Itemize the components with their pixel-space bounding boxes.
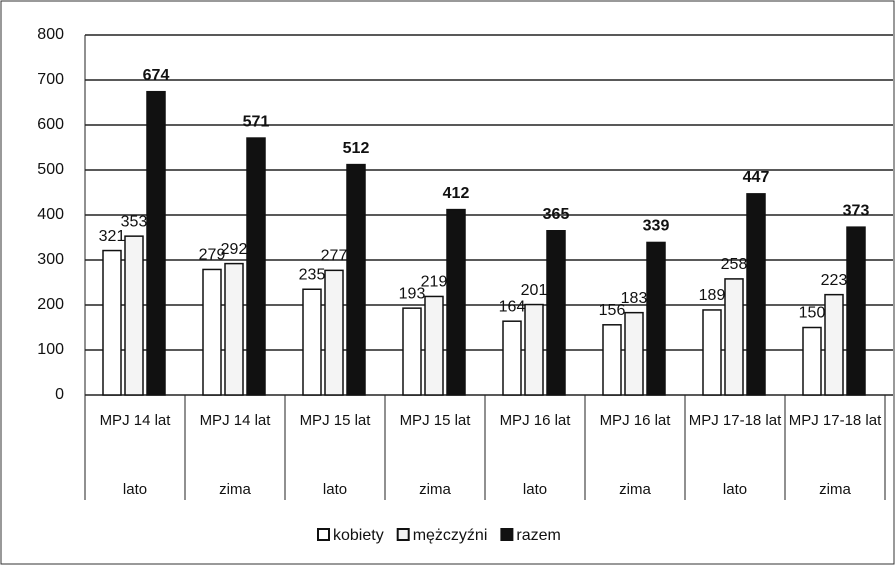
data-label: 279 — [199, 247, 226, 264]
x-tick-label: MPJ 16 lat — [599, 412, 671, 429]
legend-swatch — [500, 528, 514, 541]
bar — [602, 324, 622, 396]
data-label: 219 — [421, 274, 448, 291]
bar — [102, 249, 122, 396]
x-tick-label: MPJ 17-18 lat — [688, 412, 782, 429]
bar — [346, 163, 366, 396]
bar — [124, 235, 144, 396]
bar — [202, 268, 222, 396]
y-tick-label: 100 — [37, 341, 64, 358]
x-tick-label: MPJ 14 lat — [199, 412, 271, 429]
data-label: 412 — [443, 185, 470, 202]
bar — [724, 278, 744, 396]
bar — [646, 241, 666, 396]
group-label: zima — [619, 481, 651, 498]
data-label: 223 — [821, 272, 848, 289]
y-tick-label: 800 — [37, 26, 64, 43]
x-tick-label: MPJ 15 lat — [399, 412, 471, 429]
bar — [502, 320, 522, 396]
legend-label: kobiety — [333, 527, 384, 544]
bar — [546, 230, 566, 396]
bar — [624, 311, 644, 396]
y-tick-label: 200 — [37, 296, 64, 313]
legend-label: mężczyźni — [413, 527, 488, 544]
data-label: 365 — [543, 206, 570, 223]
data-label: 150 — [799, 305, 826, 322]
bar — [702, 309, 722, 396]
data-label: 164 — [499, 298, 526, 315]
group-label: lato — [122, 481, 148, 498]
x-tick-label: MPJ 14 lat — [99, 412, 171, 429]
group-label: zima — [219, 481, 251, 498]
bar — [746, 193, 766, 396]
data-label: 571 — [243, 113, 270, 130]
data-label: 373 — [843, 202, 870, 219]
bar — [302, 288, 322, 396]
bar — [402, 307, 422, 396]
group-label: lato — [322, 481, 348, 498]
group-label: zima — [419, 481, 451, 498]
data-label: 235 — [299, 266, 326, 283]
x-tick-label: MPJ 17-18 lat — [788, 412, 882, 429]
legend-swatch — [317, 528, 330, 541]
y-tick-label: 700 — [37, 71, 64, 88]
y-tick-label: 500 — [37, 161, 64, 178]
x-tick-label: MPJ 15 lat — [299, 412, 371, 429]
bar — [424, 295, 444, 396]
data-label: 339 — [643, 218, 670, 235]
y-tick-label: 300 — [37, 251, 64, 268]
data-label: 447 — [743, 169, 770, 186]
bar — [824, 293, 844, 396]
data-label: 201 — [521, 282, 548, 299]
bar — [224, 262, 244, 396]
bar — [846, 226, 866, 396]
data-label: 189 — [699, 287, 726, 304]
x-tick-label: MPJ 16 lat — [499, 412, 571, 429]
data-label: 183 — [621, 290, 648, 307]
data-label: 321 — [99, 228, 126, 245]
data-label: 258 — [721, 256, 748, 273]
y-tick-label: 0 — [55, 386, 64, 403]
group-label: lato — [722, 481, 748, 498]
data-label: 512 — [343, 140, 370, 157]
y-tick-label: 400 — [37, 206, 64, 223]
data-label: 193 — [399, 285, 426, 302]
data-label: 292 — [221, 241, 248, 258]
bar — [324, 269, 344, 396]
bar — [524, 303, 544, 396]
legend-label: razem — [516, 527, 560, 544]
data-label: 277 — [321, 248, 348, 265]
bar — [446, 208, 466, 396]
data-label: 156 — [599, 302, 626, 319]
legend-swatch — [396, 528, 410, 541]
data-label: 353 — [121, 213, 148, 230]
bar — [146, 90, 166, 396]
bar — [802, 326, 822, 396]
data-label: 674 — [143, 67, 170, 84]
group-label: zima — [819, 481, 851, 498]
y-tick-label: 600 — [37, 116, 64, 133]
group-label: lato — [522, 481, 548, 498]
bar — [246, 137, 266, 396]
